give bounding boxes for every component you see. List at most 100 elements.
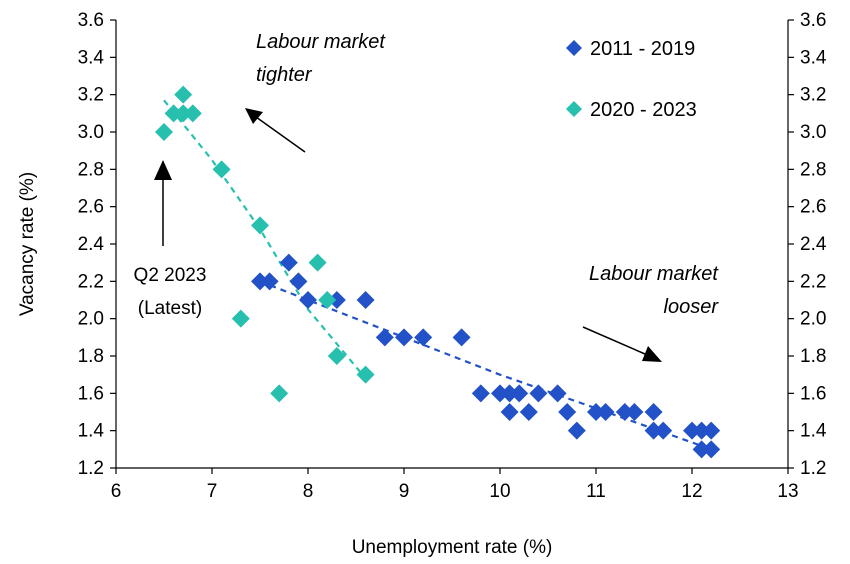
x-tick-label: 12 <box>681 481 702 502</box>
right-y-tick-label: 1.6 <box>800 383 826 404</box>
data-point-series-2 <box>155 123 173 141</box>
data-point-series-1 <box>299 291 317 309</box>
axes <box>115 20 789 469</box>
left-y-tick-label: 1.4 <box>78 421 105 442</box>
x-tick-label: 10 <box>489 481 510 502</box>
left-y-tick-label: 1.8 <box>78 346 104 367</box>
legend-marker-2011-2019 <box>566 40 582 56</box>
left-y-tick-label: 2.8 <box>78 159 104 180</box>
trend-line-series-1 <box>259 280 712 451</box>
data-point-series-2 <box>174 104 193 123</box>
data-point-series-1 <box>615 403 634 421</box>
data-point-series-2 <box>174 85 193 104</box>
right-y-tick-label: 2.0 <box>800 309 826 330</box>
data-point-series-1 <box>654 421 673 440</box>
data-point-series-1 <box>500 384 519 403</box>
ticks: 6 7 8 9 10 11 12 131.2 1.21.4 1.41.6 1.61.8 1.82.0 2… <box>78 10 827 502</box>
data-point-series-2 <box>164 104 183 123</box>
right-y-tick-label: 3.2 <box>800 85 826 106</box>
legend: 2011 - 2019 2020 - 2023 <box>566 38 697 121</box>
legend-marker-2020-2023 <box>566 101 582 117</box>
annotation-latest-line2: (Latest) <box>138 298 202 319</box>
data-point-series-1 <box>471 384 490 403</box>
data-point-series-1 <box>491 384 509 403</box>
data-point-series-2 <box>183 104 202 123</box>
left-y-tick-label: 2.2 <box>78 271 104 292</box>
data-point-series-1 <box>692 440 711 459</box>
annotation-tighter-arrow-head <box>245 108 263 124</box>
left-y-tick-label: 3.6 <box>78 10 104 31</box>
data-point-series-1 <box>260 272 279 291</box>
right-y-tick-label: 2.4 <box>800 234 827 255</box>
annotation-latest-arrow-head <box>154 160 172 180</box>
data-point-series-1 <box>692 421 711 440</box>
data-point-series-2 <box>308 253 327 272</box>
data-point-series-1 <box>702 440 721 459</box>
data-point-series-1 <box>548 384 567 403</box>
data-point-series-1 <box>702 421 721 440</box>
data-point-series-1 <box>558 403 577 421</box>
annotation-looser-arrow-shaft <box>582 326 646 355</box>
data-point-series-1 <box>529 384 548 403</box>
right-y-tick-label: 2.8 <box>800 159 826 180</box>
data-point-series-1 <box>375 328 394 347</box>
right-y-tick-label: 1.2 <box>800 458 826 479</box>
data-point-series-2 <box>212 160 231 179</box>
data-point-series-1 <box>683 421 701 440</box>
left-y-tick-label: 3.2 <box>78 85 104 106</box>
left-y-tick-label: 3.0 <box>78 122 104 143</box>
annotation-latest: Q2 2023 (Latest) <box>134 160 207 319</box>
data-point-series-1 <box>644 421 663 440</box>
right-y-tick-label: 2.6 <box>800 197 826 218</box>
x-axis-title: Unemployment rate (%) <box>352 537 553 558</box>
data-point-series-2 <box>356 365 375 384</box>
data-point-series-1 <box>596 403 615 421</box>
right-y-tick-label: 2.2 <box>800 271 826 292</box>
trend-line-series-2 <box>163 99 367 380</box>
x-tick-label: 6 <box>111 481 122 502</box>
data-point-series-1 <box>289 272 308 291</box>
right-y-tick-label: 3.6 <box>800 10 826 31</box>
right-y-tick-label: 3.4 <box>800 47 827 68</box>
data-point-series-1 <box>625 403 644 421</box>
data-point-series-2 <box>251 216 269 235</box>
annotation-looser-arrow-head <box>642 346 662 362</box>
data-point-series-1 <box>395 328 413 347</box>
data-point-series-1 <box>644 403 663 421</box>
left-y-tick-label: 1.6 <box>78 383 104 404</box>
x-tick-label: 7 <box>207 481 218 502</box>
left-y-tick-label: 3.4 <box>78 47 105 68</box>
trend-lines <box>163 99 712 451</box>
right-y-tick-label: 3.0 <box>800 122 826 143</box>
data-point-series-2 <box>231 309 250 328</box>
data-point-series-1 <box>414 328 433 347</box>
data-point-series-2 <box>270 384 289 403</box>
legend-label-2020-2023: 2020 - 2023 <box>590 99 697 121</box>
data-points <box>155 85 721 459</box>
annotation-looser-line2: looser <box>664 296 720 318</box>
annotation-tighter-line2: tighter <box>256 64 313 86</box>
x-tick-label: 11 <box>586 481 606 502</box>
data-point-series-1 <box>327 291 346 309</box>
y-axis-title: Vacancy rate (%) <box>17 172 38 316</box>
left-y-tick-label: 2.0 <box>78 309 104 330</box>
x-tick-label: 13 <box>777 481 798 502</box>
data-point-series-1 <box>519 403 538 421</box>
data-point-series-1 <box>356 291 375 309</box>
left-y-tick-label: 1.2 <box>78 458 104 479</box>
annotation-looser-line1: Labour market <box>589 263 719 285</box>
x-tick-label: 9 <box>399 481 410 502</box>
left-y-tick-label: 2.4 <box>78 234 105 255</box>
data-point-series-1 <box>279 253 298 272</box>
annotation-latest-line1: Q2 2023 <box>134 265 207 286</box>
data-point-series-1 <box>452 328 471 347</box>
right-y-tick-label: 1.4 <box>800 421 827 442</box>
data-point-series-1 <box>500 403 519 421</box>
data-point-series-2 <box>318 291 337 309</box>
data-point-series-1 <box>251 272 269 291</box>
annotation-tighter: Labour market tighter <box>245 31 386 153</box>
left-y-tick-label: 2.6 <box>78 197 104 218</box>
x-tick-label: 8 <box>303 481 314 502</box>
legend-label-2011-2019: 2011 - 2019 <box>590 38 695 60</box>
